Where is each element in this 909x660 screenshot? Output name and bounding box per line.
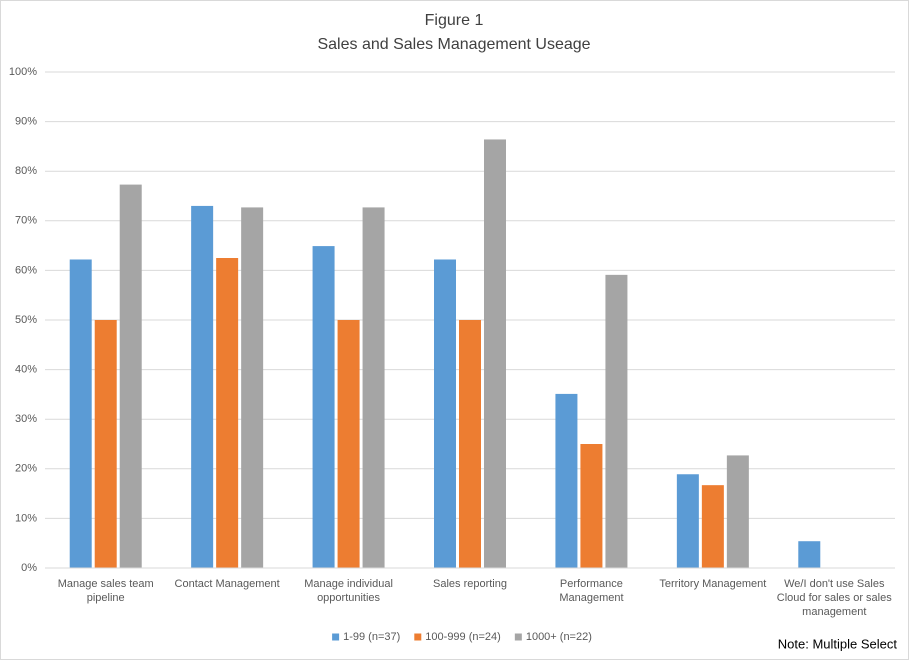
bar [798,541,821,568]
bar [191,205,214,569]
bar [362,207,385,568]
y-tick-label: 100% [9,66,37,78]
legend-swatch [332,633,340,641]
bar [701,485,724,568]
chart-subtitle: Sales and Sales Management Useage [317,36,590,53]
legend-label: 1-99 (n=37) [343,631,400,643]
y-tick-label: 80% [15,165,37,177]
x-tick-label: Performance Management [559,578,623,604]
y-tick-label: 0% [21,562,37,574]
bar [459,320,481,568]
y-tick-label: 40% [15,364,37,376]
bar [69,259,92,568]
bar [676,474,699,568]
bar [312,246,335,568]
y-tick-label: 60% [15,264,37,276]
bar [580,444,603,568]
x-tick-label: Territory Management [659,578,766,590]
y-tick-label: 70% [15,215,37,227]
legend-swatch [414,633,422,641]
y-tick-label: 30% [15,413,37,425]
legend-label: 1000+ (n=22) [526,631,592,643]
bar [216,258,239,568]
x-tick-label: Sales reporting [433,578,507,590]
bar [726,455,749,568]
bar [555,393,578,568]
bar [119,184,142,569]
x-tick-label: Manage individual opportunities [304,578,393,604]
y-tick-label: 90% [15,116,37,128]
bar [434,259,456,568]
x-tick-label: We/I don't use Sales Cloud for sales or s… [777,578,892,618]
y-tick-label: 20% [15,463,37,475]
bar [337,320,360,568]
legend-label: 100-999 (n=24) [425,631,501,643]
y-tick-label: 10% [15,512,37,524]
bar [94,320,117,568]
x-tick-label: Manage sales team pipeline [58,578,154,604]
y-tick-label: 50% [15,314,37,326]
annotation: Note: Multiple Select [778,636,898,651]
chart-title: Figure 1 [425,12,484,29]
x-tick-label: Contact Management [175,578,280,590]
bar [605,274,628,568]
bar [241,207,264,568]
legend-swatch [514,633,522,641]
bar [484,139,506,568]
